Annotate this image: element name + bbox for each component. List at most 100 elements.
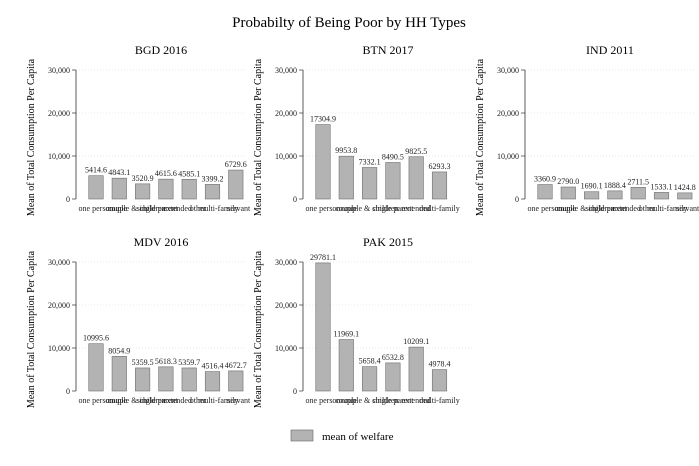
y-tick-label: 0 <box>66 195 70 204</box>
bar <box>158 366 174 392</box>
category-label: couple & children <box>341 204 399 213</box>
panel-ind-2011: IND 2011 Mean of Total Consumption Per Ca… <box>475 43 699 216</box>
category-label: extended <box>163 204 192 213</box>
y-tick-label: 0 <box>66 387 70 396</box>
legend-swatch <box>290 429 314 442</box>
legend: mean of welfare <box>290 429 394 443</box>
y-axis-label: Mean of Total Consumption Per Capita <box>253 250 264 408</box>
data-label: 1533.1 <box>651 182 673 191</box>
category-label: other <box>190 396 207 405</box>
bar <box>88 175 104 200</box>
category-label: one person <box>79 204 114 213</box>
bar <box>204 371 221 392</box>
bar <box>362 167 378 200</box>
data-label: 5414.6 <box>85 166 107 175</box>
chart-panels: BGD 2016 Mean of Total Consumption Per Ca… <box>26 43 699 408</box>
data-label: 4585.1 <box>178 169 200 178</box>
bar <box>135 183 151 200</box>
data-label: 7332.1 <box>359 157 381 166</box>
data-label: 4978.4 <box>429 360 451 369</box>
bar <box>537 184 553 200</box>
category-label: extended <box>402 396 431 405</box>
bar <box>431 171 448 200</box>
y-axis-label: Mean of Total Consumption Per Capita <box>475 58 486 216</box>
category-label: couple & children <box>108 204 166 213</box>
panel-title: PAK 2015 <box>363 235 413 249</box>
bar <box>408 346 424 392</box>
data-label: 5359.7 <box>178 358 200 367</box>
bar <box>338 339 354 392</box>
data-label: 4615.6 <box>155 169 177 178</box>
bar <box>88 343 104 392</box>
panel-mdv-2016: MDV 2016 Mean of Total Consumption Per Ca… <box>26 235 251 408</box>
bar <box>204 184 221 200</box>
bar <box>385 362 401 392</box>
category-label: multi-family <box>198 204 238 213</box>
category-label: other <box>639 204 656 213</box>
data-label: 6293.3 <box>429 162 451 171</box>
category-label: multi-family <box>419 204 459 213</box>
bar <box>135 367 151 392</box>
y-tick-label: 20,000 <box>275 301 297 310</box>
category-label: extended <box>612 204 641 213</box>
chart-title: Probabilty of Being Poor by HH Types <box>232 15 466 31</box>
category-label: one person <box>528 204 563 213</box>
data-label: 8054.9 <box>108 346 130 355</box>
category-label: one person <box>79 396 114 405</box>
data-label: 10209.1 <box>403 337 429 346</box>
panel-bgd-2016: BGD 2016 Mean of Total Consumption Per Ca… <box>26 43 251 216</box>
data-label: 10995.6 <box>83 334 109 343</box>
category-label: couple & children <box>557 204 615 213</box>
category-label: couple & children <box>108 396 166 405</box>
y-axis-label: Mean of Total Consumption Per Capita <box>26 250 37 408</box>
y-tick-label: 10,000 <box>497 152 519 161</box>
y-tick-label: 20,000 <box>497 109 519 118</box>
data-label: 11969.1 <box>333 330 359 339</box>
category-label: single parent <box>137 396 179 405</box>
category-label: one person <box>306 396 341 405</box>
category-label: single parent <box>372 204 414 213</box>
data-label: 3360.9 <box>534 175 556 184</box>
y-axis-label: Mean of Total Consumption Per Capita <box>253 58 264 216</box>
bar <box>385 162 401 200</box>
data-label: 8490.5 <box>382 152 404 161</box>
bar <box>338 155 354 200</box>
category-label: multi-family <box>419 396 459 405</box>
category-label: couple & children <box>341 396 399 405</box>
bar <box>560 186 576 200</box>
y-tick-label: 10,000 <box>275 344 297 353</box>
y-tick-label: 0 <box>293 387 297 396</box>
category-label: servant <box>676 204 699 213</box>
category-label: single parent <box>372 396 414 405</box>
data-label: 9825.5 <box>405 147 427 156</box>
bar <box>158 178 174 200</box>
category-label: couple <box>336 396 358 405</box>
category-label: single parent <box>137 204 179 213</box>
bar <box>584 191 600 200</box>
y-axis-label: Mean of Total Consumption Per Capita <box>26 58 37 216</box>
data-label: 4516.4 <box>202 362 224 371</box>
y-tick-label: 0 <box>515 195 519 204</box>
panel-pak-2015: PAK 2015 Mean of Total Consumption Per Ca… <box>253 235 473 408</box>
y-tick-label: 10,000 <box>275 152 297 161</box>
data-label: 4672.7 <box>225 361 247 370</box>
category-label: couple <box>336 204 358 213</box>
category-label: multi-family <box>198 396 238 405</box>
category-label: couple <box>106 396 128 405</box>
data-label: 9953.8 <box>335 146 357 155</box>
category-label: other <box>190 204 207 213</box>
y-tick-label: 30,000 <box>275 258 297 267</box>
panel-title: BTN 2017 <box>363 43 414 57</box>
category-label: extended <box>163 396 192 405</box>
data-label: 1424.8 <box>674 183 696 192</box>
panel-title: IND 2011 <box>586 43 634 57</box>
data-label: 1690.1 <box>581 182 603 191</box>
category-label: couple <box>555 204 577 213</box>
bar <box>111 356 127 392</box>
y-tick-label: 0 <box>293 195 297 204</box>
bar <box>315 124 331 200</box>
bar <box>431 369 448 392</box>
data-label: 5618.3 <box>155 357 177 366</box>
panel-btn-2017: BTN 2017 Mean of Total Consumption Per Ca… <box>253 43 473 216</box>
